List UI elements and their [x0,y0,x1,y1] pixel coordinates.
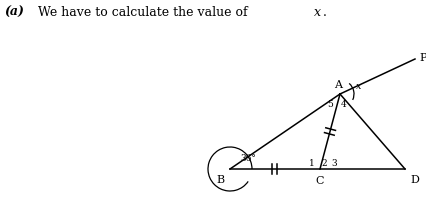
Text: 5: 5 [326,100,332,108]
Text: x: x [355,82,361,91]
Text: A: A [333,80,341,90]
Text: .: . [322,6,325,19]
Text: x: x [313,6,320,19]
Text: C: C [315,175,323,185]
Text: We have to calculate the value of: We have to calculate the value of [30,6,251,19]
Text: 4: 4 [340,100,346,108]
Text: 2: 2 [320,158,326,167]
Text: D: D [409,174,418,184]
Text: (a): (a) [4,6,24,19]
Text: B: B [216,174,225,184]
Text: 3: 3 [331,158,336,167]
Text: 1: 1 [308,158,314,167]
Text: P: P [418,53,426,63]
Text: 36°: 36° [239,153,255,162]
